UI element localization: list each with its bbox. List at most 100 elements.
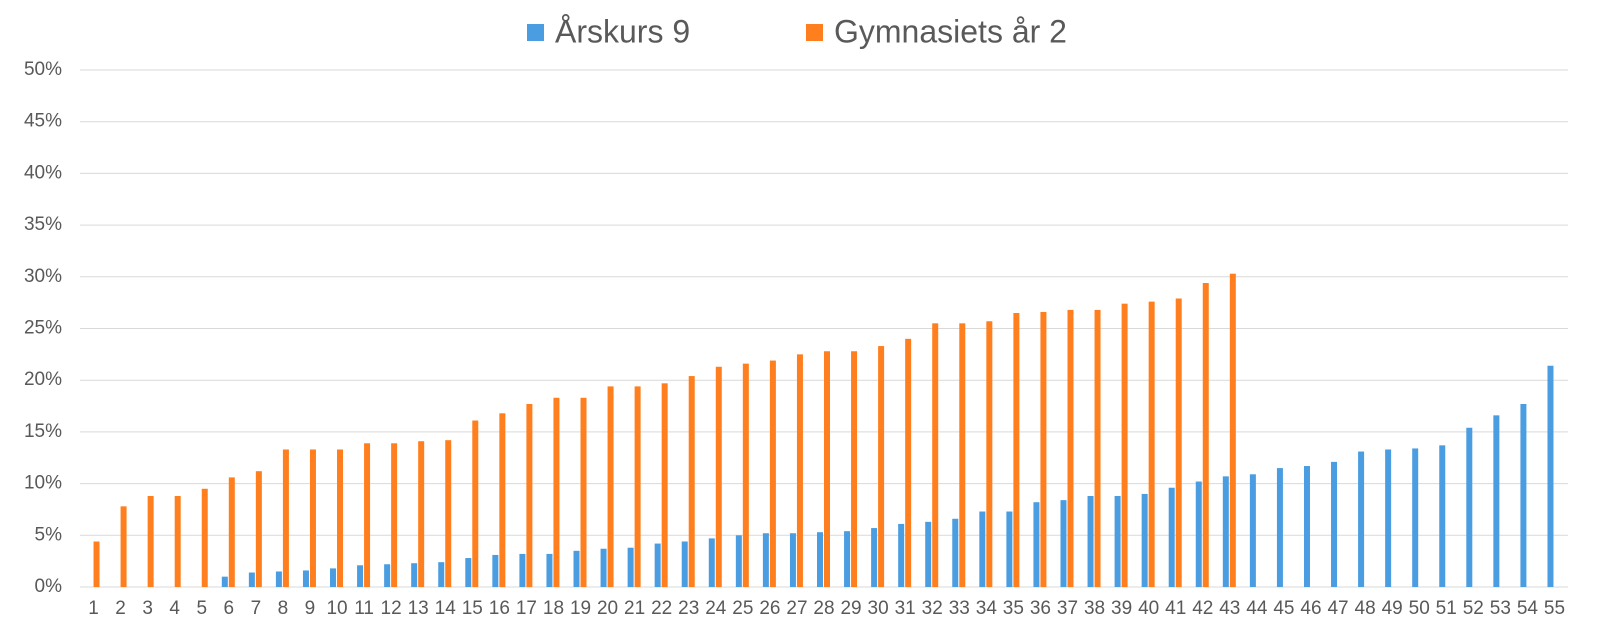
- bar: [1060, 500, 1067, 587]
- bar: [1439, 445, 1446, 587]
- bar: [337, 449, 344, 587]
- bar: [789, 533, 796, 587]
- bar: [580, 397, 587, 587]
- bar: [878, 346, 885, 587]
- legend-label: Årskurs 9: [555, 13, 690, 49]
- bar: [1148, 301, 1155, 587]
- x-tick-label: 12: [381, 598, 402, 619]
- x-tick-label: 45: [1273, 598, 1294, 619]
- x-tick-label: 35: [1003, 598, 1024, 619]
- bar: [1175, 298, 1182, 587]
- bar: [824, 351, 830, 587]
- x-tick-label: 32: [922, 598, 943, 619]
- bar: [898, 523, 905, 587]
- x-tick-label: 16: [489, 598, 510, 619]
- x-tick-label: 17: [516, 598, 537, 619]
- bar: [465, 558, 472, 587]
- bar: [411, 563, 418, 587]
- bar: [93, 541, 100, 587]
- bar: [715, 366, 722, 587]
- bar: [1141, 493, 1148, 587]
- x-tick-label: 19: [570, 598, 591, 619]
- x-tick-label: 50: [1409, 598, 1430, 619]
- bar: [1276, 468, 1283, 587]
- bar: [1006, 511, 1013, 587]
- x-tick-label: 41: [1165, 598, 1186, 619]
- x-tick-label: 14: [435, 598, 457, 619]
- x-tick-label: 9: [305, 598, 316, 619]
- bar: [120, 506, 127, 587]
- bar: [519, 553, 526, 587]
- bar: [871, 528, 878, 587]
- x-tick-label: 28: [813, 598, 834, 619]
- x-tick-label: 26: [759, 598, 780, 619]
- y-tick-label: 45%: [24, 111, 62, 132]
- bar: [627, 547, 634, 587]
- bar: [1358, 451, 1365, 587]
- y-tick-label: 0%: [35, 576, 63, 597]
- bar: [1466, 427, 1473, 587]
- bar: [1547, 365, 1554, 587]
- x-tick-label: 1: [88, 598, 99, 619]
- bar: [438, 562, 445, 587]
- bar: [1303, 466, 1310, 587]
- x-tick-label: 38: [1084, 598, 1105, 619]
- bar: [1222, 476, 1229, 587]
- x-tick-label: 46: [1300, 598, 1321, 619]
- x-tick-label: 22: [651, 598, 672, 619]
- bar: [796, 354, 803, 587]
- bar: [357, 565, 364, 587]
- bar: [573, 550, 580, 587]
- bar: [688, 376, 695, 587]
- bar: [1013, 312, 1020, 587]
- bar: [1040, 311, 1047, 587]
- x-tick-label: 11: [354, 598, 374, 619]
- y-tick-label: 25%: [24, 318, 62, 339]
- bar: [735, 535, 742, 587]
- x-tick-label: 55: [1544, 598, 1565, 619]
- x-tick-label: 53: [1490, 598, 1511, 619]
- x-tick-label: 54: [1517, 598, 1539, 619]
- bar: [1033, 502, 1040, 587]
- bar: [959, 323, 966, 587]
- bar: [445, 440, 452, 587]
- x-tick-label: 37: [1057, 598, 1078, 619]
- x-tick-label: 48: [1355, 598, 1376, 619]
- bar: [1520, 403, 1527, 587]
- bar: [1094, 309, 1101, 587]
- bar: [634, 386, 641, 587]
- x-tick-label: 3: [142, 598, 153, 619]
- x-tick-label: 43: [1219, 598, 1240, 619]
- x-tick-label: 44: [1246, 598, 1268, 619]
- bar: [600, 548, 607, 587]
- y-tick-label: 10%: [24, 473, 62, 494]
- x-tick-label: 40: [1138, 598, 1159, 619]
- bar: [905, 338, 912, 587]
- x-tick-label: 23: [678, 598, 699, 619]
- legend-swatch: [527, 24, 544, 41]
- legend-swatch: [806, 24, 823, 41]
- bar: [275, 571, 282, 587]
- bar: [1412, 448, 1419, 587]
- bar: [1087, 496, 1094, 587]
- bar: [844, 531, 851, 587]
- x-tick-label: 8: [278, 598, 289, 619]
- bar: [932, 323, 939, 587]
- bar: [1249, 474, 1256, 587]
- bar: [661, 383, 668, 587]
- legend-label: Gymnasiets år 2: [834, 13, 1067, 49]
- bar: [499, 413, 506, 587]
- x-tick-label: 25: [732, 598, 753, 619]
- bar: [255, 471, 262, 587]
- bar: [1114, 496, 1121, 587]
- bar: [925, 521, 932, 587]
- x-tick-label: 27: [786, 598, 807, 619]
- x-tick-label: 18: [543, 598, 564, 619]
- y-tick-label: 30%: [24, 266, 62, 287]
- bar: [248, 572, 255, 587]
- x-tick-label: 15: [462, 598, 483, 619]
- bar: [1168, 487, 1175, 587]
- bar: [364, 443, 371, 587]
- x-tick-label: 36: [1030, 598, 1051, 619]
